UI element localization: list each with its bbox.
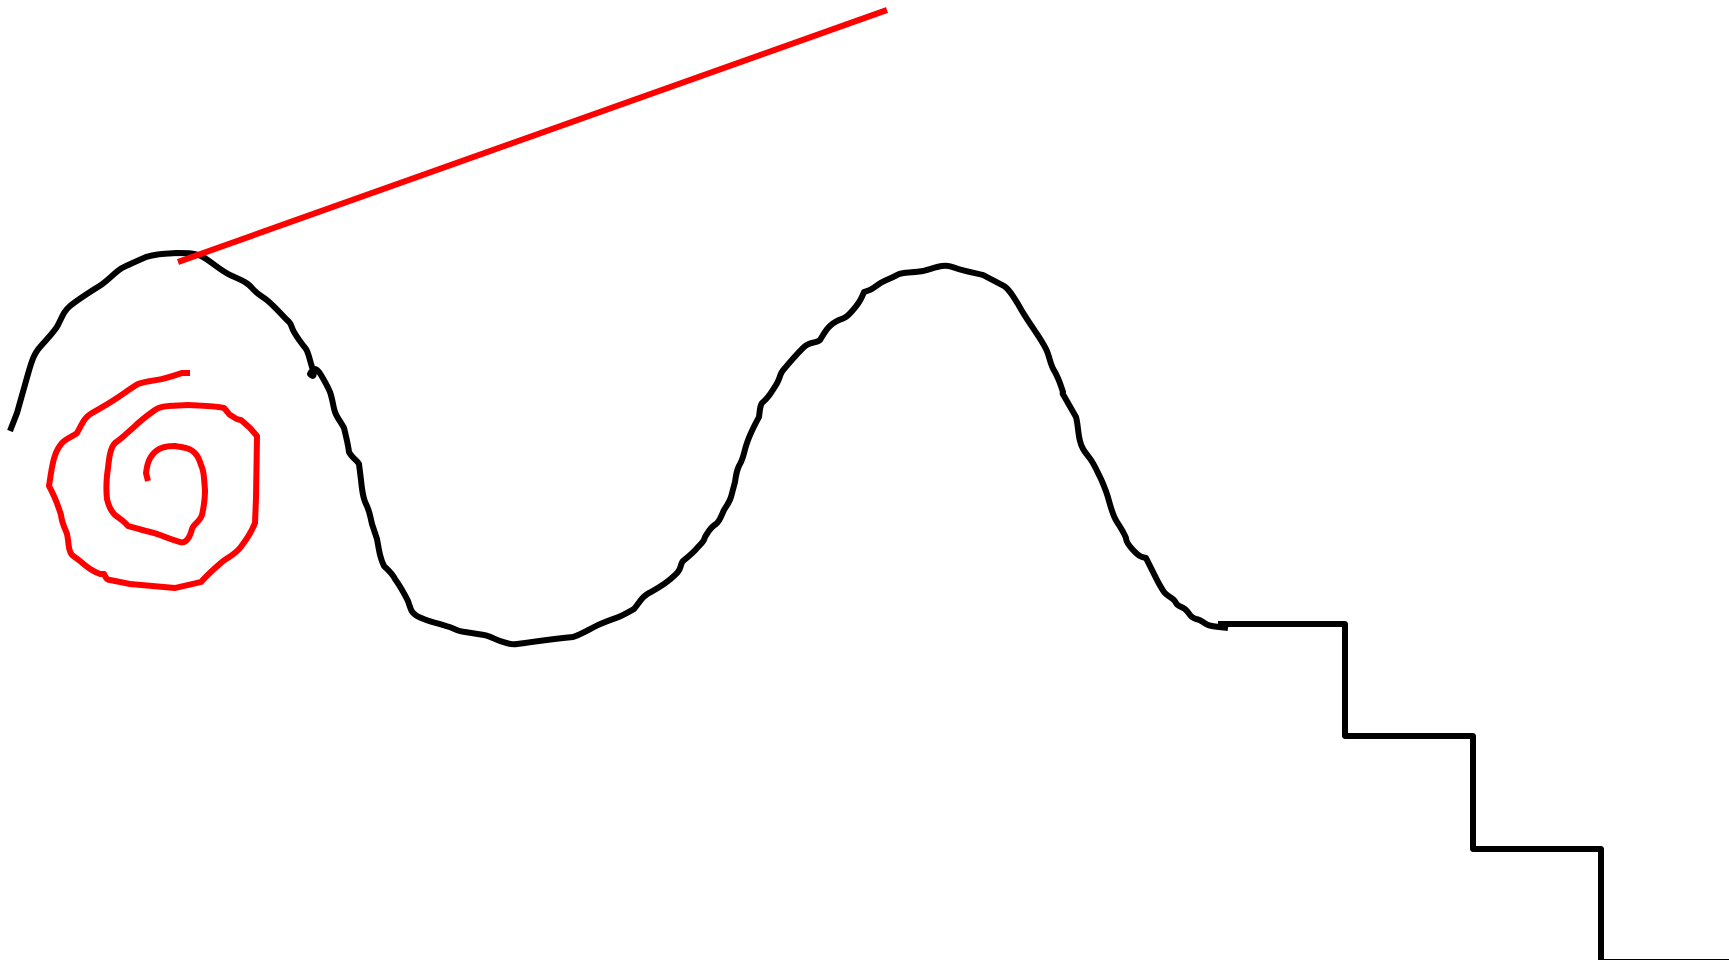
red-spiral xyxy=(46,370,260,591)
red-straight-line xyxy=(176,7,889,265)
black-staircase xyxy=(1218,621,1729,960)
black-wavy-curve xyxy=(7,250,1229,648)
